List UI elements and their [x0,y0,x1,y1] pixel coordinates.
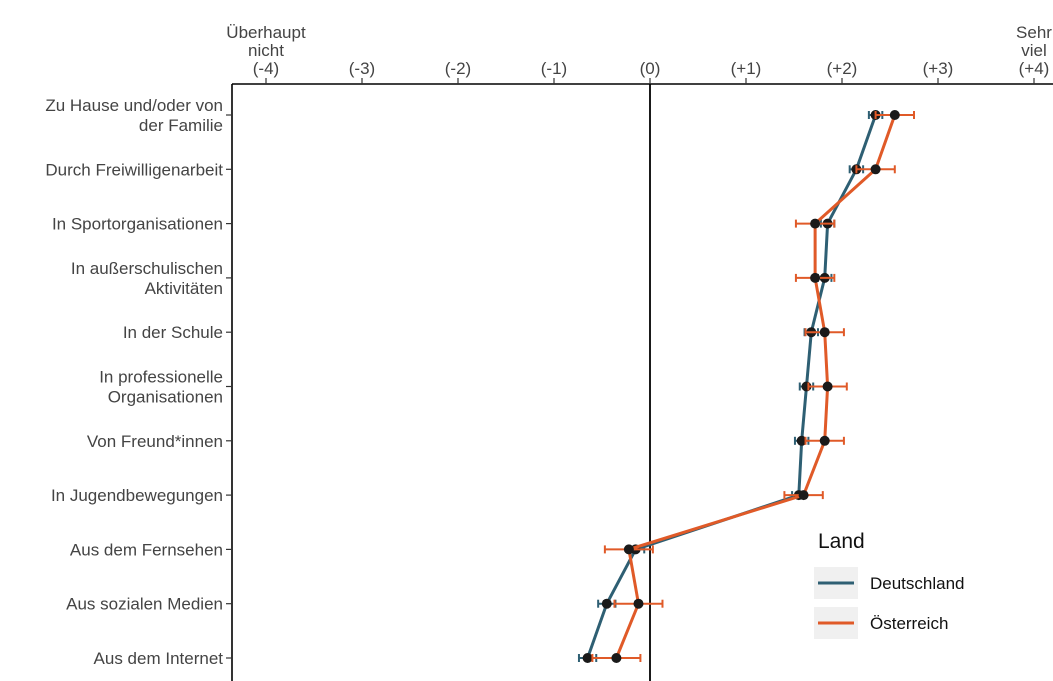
category-label: In der Schule [123,323,223,342]
category-label: In außerschulischen [71,259,223,278]
category-label: Organisationen [108,388,223,407]
category-label: Durch Freiwilligenarbeit [45,160,223,179]
axes [226,78,1053,681]
category-label: Aus dem Internet [94,649,224,668]
legend: Land Deutschland Österreich [814,530,965,639]
x-tick-header-label: viel [1021,41,1047,60]
legend-item-label: Deutschland [870,574,965,593]
x-tick-header-label: Überhaupt [226,23,306,42]
data-point [819,327,830,338]
data-point [623,544,634,555]
x-tick-label: (+2) [827,59,858,78]
data-point [870,164,881,175]
data-point [601,598,612,609]
x-tick-label: (-4) [253,59,279,78]
category-label: In professionelle [99,368,223,387]
data-point [822,381,833,392]
x-tick-label: (+4) [1019,59,1050,78]
x-tick-header-label: nicht [248,41,284,60]
x-tick-label: (-1) [541,59,567,78]
category-label: Aus sozialen Medien [66,595,223,614]
category-label: Aus dem Fernsehen [70,540,223,559]
data-point [611,653,622,663]
data-point [633,598,644,609]
data-point [798,490,809,501]
data-point [810,272,821,283]
data-point [796,435,807,446]
data-point [582,653,593,663]
x-tick-header-label: Sehr [1016,23,1052,42]
data-point [810,218,821,229]
legend-item-label: Österreich [870,614,948,633]
category-label: In Jugendbewegungen [51,486,223,505]
x-tick-label: (+3) [923,59,954,78]
category-label: Aktivitäten [145,279,223,298]
category-label: der Familie [139,116,223,135]
series-2 [591,110,915,663]
x-tick-label: (0) [640,59,661,78]
series-layer [577,110,915,663]
x-tick-label: (-2) [445,59,471,78]
category-label: Von Freund*innen [87,432,223,451]
data-point [889,110,900,120]
category-label: Zu Hause und/oder von [45,96,223,115]
x-tick-label: (-3) [349,59,375,78]
legend-title: Land [818,530,865,553]
category-label: In Sportorganisationen [52,215,223,234]
data-point [819,435,830,446]
x-tick-label: (+1) [731,59,762,78]
